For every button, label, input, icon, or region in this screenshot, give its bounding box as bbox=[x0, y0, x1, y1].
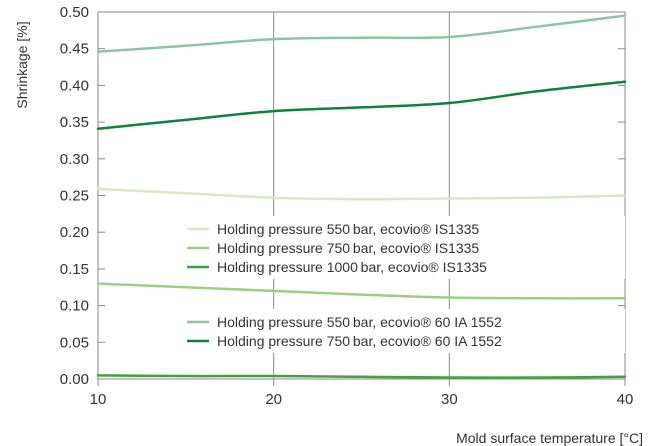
y-tick-label: 0.45 bbox=[60, 41, 89, 58]
y-tick-label: 0.40 bbox=[60, 77, 89, 94]
series-line-5 bbox=[96, 80, 627, 130]
x-tick-label: 40 bbox=[617, 391, 634, 408]
legend-label: Holding pressure 1000 bar, ecovio® IS133… bbox=[217, 259, 487, 275]
legend-label: Holding pressure 750 bar, ecovio® 60 IA … bbox=[217, 333, 502, 349]
y-tick-label: 0.00 bbox=[60, 371, 89, 388]
y-axis-title: Shrinkage [%] bbox=[14, 21, 30, 108]
x-tick-label: 10 bbox=[90, 391, 107, 408]
y-tick-label: 0.20 bbox=[60, 224, 89, 241]
axes: 0.00 0.05 0.10 0.15 0.20 0.25 0.30 0.35 0.40 0.45… bbox=[60, 4, 634, 408]
y-tick-label: 0.05 bbox=[60, 334, 89, 351]
legend-label: Holding pressure 750 bar, ecovio® IS1335 bbox=[217, 240, 479, 256]
y-tick-label: 0.10 bbox=[60, 298, 89, 315]
series-line-2 bbox=[96, 282, 627, 300]
legend-box bbox=[181, 309, 625, 353]
y-tick-label: 0.25 bbox=[60, 188, 89, 205]
legend-box bbox=[181, 216, 625, 279]
y-tick-label: 0.30 bbox=[60, 151, 89, 168]
plot-series bbox=[96, 14, 627, 379]
x-axis-title: Mold surface temperature [°C] bbox=[456, 430, 643, 446]
series-line-1 bbox=[96, 187, 627, 201]
series-line-4 bbox=[96, 14, 627, 53]
x-tick-label: 20 bbox=[265, 391, 282, 408]
legend: Holding pressure 550 bar, ecovio® IS1335… bbox=[181, 216, 625, 353]
y-tick-label: 0.15 bbox=[60, 261, 89, 278]
y-tick-label: 0.35 bbox=[60, 114, 89, 131]
legend-label: Holding pressure 550 bar, ecovio® IS1335 bbox=[217, 221, 479, 237]
y-tick-label: 0.50 bbox=[60, 4, 89, 21]
legend-label: Holding pressure 550 bar, ecovio® 60 IA … bbox=[217, 314, 502, 330]
x-tick-label: 30 bbox=[441, 391, 458, 408]
series-line-3 bbox=[96, 374, 627, 379]
